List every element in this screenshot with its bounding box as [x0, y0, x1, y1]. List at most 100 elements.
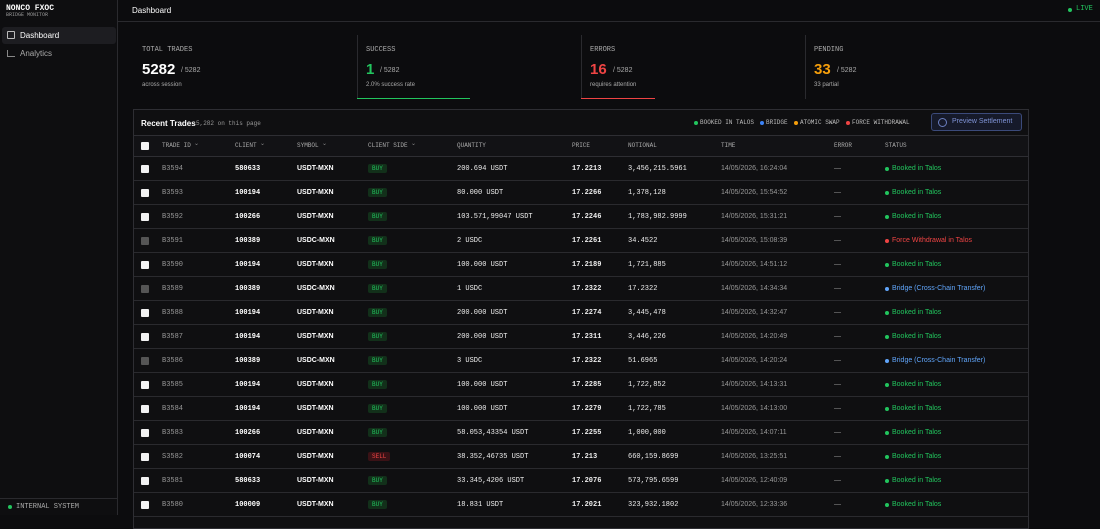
- notional: 1,378,128: [628, 189, 666, 197]
- price: 17.2266: [572, 189, 602, 197]
- stat-note: requires attention: [590, 82, 637, 88]
- table-row[interactable]: B3583 100266 USDT-MXN BUY 58.053,43354 USDT 1…: [134, 421, 1028, 445]
- column-header[interactable]: CLIENT: [235, 142, 257, 149]
- quantity: 18.831 USDT: [457, 501, 504, 509]
- price: 17.2255: [572, 429, 602, 437]
- trade-id: B3594: [162, 165, 184, 173]
- quantity: 2 USDC: [457, 237, 483, 245]
- notional: 51.6965: [628, 357, 658, 365]
- sidebar: NONCO FXOC BRIDGE MONITOR Dashboard Anal…: [0, 0, 118, 515]
- status: Booked in Talos: [892, 189, 942, 196]
- select-all[interactable]: [141, 142, 149, 150]
- table-row[interactable]: B3584 100194 USDT-MXN BUY 100.000 USDT 17.227…: [134, 397, 1028, 421]
- time: 14/05/2026, 14:13:31: [721, 381, 788, 388]
- table-header: TRADE ID ⌄ CLIENT ⌄ SYMBOL ⌄ CLIENT SIDE ⌄ QUANT…: [134, 135, 1028, 157]
- client: 580633: [235, 165, 261, 173]
- stat-label: TOTAL TRADES: [142, 46, 193, 54]
- error: —: [834, 213, 841, 220]
- stat-note: across session: [142, 82, 182, 88]
- table-row[interactable]: B3593 100194 USDT-MXN BUY 80.000 USDT 17.2266…: [134, 181, 1028, 205]
- status: Booked in Talos: [892, 309, 942, 316]
- row-checkbox[interactable]: [141, 165, 149, 173]
- notional: 3,446,226: [628, 333, 666, 341]
- price: 17.2246: [572, 213, 602, 221]
- table-row[interactable]: B3590 100194 USDT-MXN BUY 100.000 USDT 17.218…: [134, 253, 1028, 277]
- stat-bar: [357, 98, 470, 99]
- status-dot: [885, 239, 889, 243]
- row-checkbox[interactable]: [141, 357, 149, 365]
- stat-note: 2.0% success rate: [366, 82, 416, 88]
- notional: 1,783,982.9999: [628, 213, 687, 221]
- symbol: USDT-MXN: [297, 381, 334, 388]
- column-header[interactable]: TRADE ID: [162, 142, 191, 149]
- column-header[interactable]: SYMBOL: [297, 142, 319, 149]
- table-row[interactable]: B3581 580633 USDT-MXN BUY 33.345,4206 USDT 17…: [134, 469, 1028, 493]
- status-dot: [885, 287, 889, 291]
- table-row[interactable]: B3591 100389 USDC-MXN BUY 2 USDC 17.2261 34.45…: [134, 229, 1028, 253]
- side-badge: SELL: [368, 452, 391, 461]
- symbol: USDT-MXN: [297, 477, 334, 484]
- table-row[interactable]: B3589 100389 USDC-MXN BUY 1 USDC 17.2322 17.23…: [134, 277, 1028, 301]
- status-dot: [885, 503, 889, 507]
- nav-item[interactable]: Dashboard: [20, 31, 60, 40]
- error: —: [834, 237, 841, 244]
- side-badge: BUY: [368, 260, 387, 269]
- error: —: [834, 453, 841, 460]
- error: —: [834, 285, 841, 292]
- error: —: [834, 357, 841, 364]
- row-checkbox[interactable]: [141, 429, 149, 437]
- table-row[interactable]: B3594 580633 USDT-MXN BUY 200.694 USDT 17.221…: [134, 157, 1028, 181]
- trade-id: B3593: [162, 189, 184, 197]
- row-checkbox[interactable]: [141, 453, 149, 461]
- table-row[interactable]: S3582 100074 USDT-MXN SELL 38.352,46735 USDT…: [134, 445, 1028, 469]
- divider: [0, 498, 118, 499]
- error: —: [834, 189, 841, 196]
- row-checkbox[interactable]: [141, 333, 149, 341]
- status-dot: [885, 383, 889, 387]
- status: Booked in Talos: [892, 453, 942, 460]
- nav-active: [2, 27, 116, 44]
- row-checkbox[interactable]: [141, 237, 149, 245]
- client: 100074: [235, 453, 261, 461]
- status-dot: [885, 359, 889, 363]
- notional: 34.4522: [628, 237, 658, 245]
- column-header: STATUS: [885, 142, 907, 149]
- row-checkbox[interactable]: [141, 477, 149, 485]
- table-row[interactable]: B3585 100194 USDT-MXN BUY 100.000 USDT 17.228…: [134, 373, 1028, 397]
- side-badge: BUY: [368, 164, 387, 173]
- table-row[interactable]: B3592 100266 USDT-MXN BUY 103.571,99047 USDT…: [134, 205, 1028, 229]
- trade-id: B3584: [162, 405, 184, 413]
- row-checkbox[interactable]: [141, 261, 149, 269]
- status-dot: [885, 407, 889, 411]
- stat-bar: [581, 98, 655, 99]
- price: 17.2322: [572, 285, 602, 293]
- status-dot: [8, 505, 12, 509]
- trade-id: B3586: [162, 357, 184, 365]
- status: Booked in Talos: [892, 501, 942, 508]
- table-row[interactable]: B3586 100389 USDC-MXN BUY 3 USDC 17.2322 51.69…: [134, 349, 1028, 373]
- symbol: USDT-MXN: [297, 333, 334, 340]
- row-checkbox[interactable]: [141, 309, 149, 317]
- table-row[interactable]: B3587 100194 USDT-MXN BUY 200.000 USDT 17.231…: [134, 325, 1028, 349]
- price: 17.2261: [572, 237, 602, 245]
- status-dot: [885, 263, 889, 267]
- row-checkbox[interactable]: [141, 501, 149, 509]
- error: —: [834, 309, 841, 316]
- table-row[interactable]: B3580 100009 USDT-MXN BUY 18.831 USDT 17.2021…: [134, 493, 1028, 517]
- row-checkbox[interactable]: [141, 189, 149, 197]
- row-checkbox[interactable]: [141, 285, 149, 293]
- trade-id: B3592: [162, 213, 184, 221]
- preview-button[interactable]: Preview Settlement: [931, 113, 1022, 131]
- nav-item[interactable]: Analytics: [20, 49, 53, 58]
- table-row[interactable]: B3588 100194 USDT-MXN BUY 200.000 USDT 17.227…: [134, 301, 1028, 325]
- row-checkbox[interactable]: [141, 381, 149, 389]
- column-header: NOTIONAL: [628, 142, 657, 149]
- row-checkbox[interactable]: [141, 213, 149, 221]
- sort-icon: ⌄: [194, 141, 200, 147]
- row-checkbox[interactable]: [141, 405, 149, 413]
- notional: 1,722,785: [628, 405, 666, 413]
- time: 14/05/2026, 13:25:51: [721, 453, 788, 460]
- column-header[interactable]: CLIENT SIDE: [368, 142, 408, 149]
- symbol: USDC-MXN: [297, 237, 335, 244]
